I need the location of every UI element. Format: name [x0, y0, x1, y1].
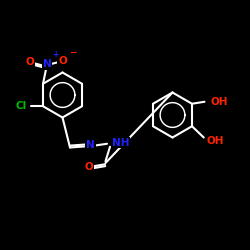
Text: O: O [58, 56, 67, 66]
Text: O: O [25, 57, 34, 67]
Text: N: N [86, 140, 95, 150]
Text: Cl: Cl [15, 101, 26, 111]
Text: −: − [69, 48, 76, 57]
Text: N: N [43, 59, 51, 69]
Text: O: O [85, 162, 94, 172]
Text: OH: OH [210, 97, 228, 107]
Text: OH: OH [207, 136, 224, 146]
Text: +: + [52, 50, 58, 59]
Text: NH: NH [112, 138, 130, 147]
